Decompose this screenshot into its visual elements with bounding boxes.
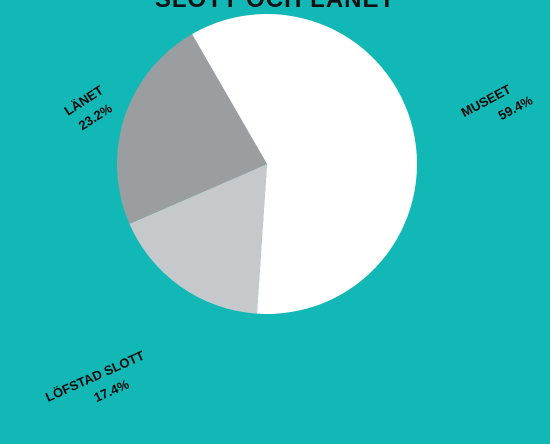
pie-slice-l-fstad-slott: [129, 164, 267, 314]
pie-slice-l-net: [116, 34, 267, 224]
chart-title: SLOTT OCH LÄNET: [0, 0, 550, 14]
pie-slices: [116, 13, 418, 314]
pie-slice-museet: [192, 13, 418, 314]
